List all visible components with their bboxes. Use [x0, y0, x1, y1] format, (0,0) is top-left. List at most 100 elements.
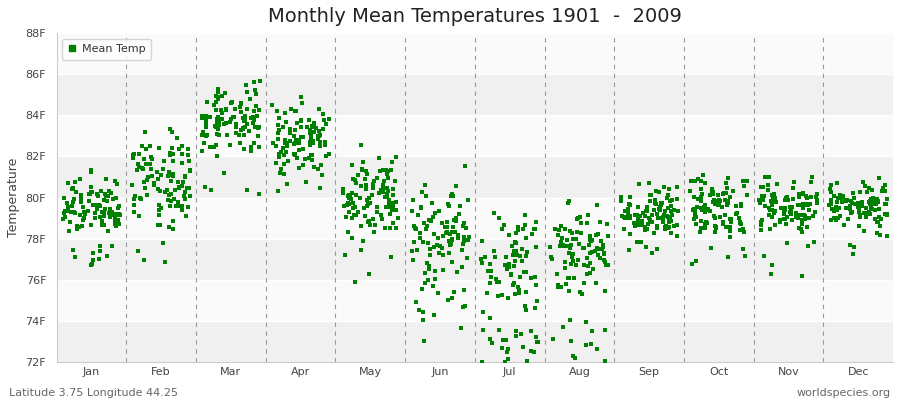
Point [876, 185, 890, 191]
Point [252, 124, 266, 130]
Point [175, 207, 189, 213]
Point [567, 275, 581, 281]
Point [104, 209, 119, 215]
Point [345, 190, 359, 197]
Point [800, 201, 814, 207]
Point [278, 110, 293, 116]
Point [490, 392, 504, 398]
Point [277, 160, 292, 167]
Point [851, 205, 866, 211]
Point [81, 208, 95, 215]
Point [405, 208, 419, 214]
Point [312, 143, 327, 150]
Point [572, 240, 586, 247]
Point [516, 344, 530, 350]
Point [341, 195, 356, 202]
Point [662, 186, 677, 192]
Point [515, 246, 529, 252]
Point [84, 189, 98, 196]
Point [234, 108, 248, 115]
Point [778, 207, 792, 214]
Point [414, 204, 428, 211]
Point [93, 203, 107, 210]
Point [175, 151, 189, 158]
Point [508, 258, 523, 264]
Bar [57, 33, 893, 74]
Point [360, 196, 374, 203]
Point [247, 140, 261, 146]
Point [382, 197, 396, 203]
Point [495, 292, 509, 298]
Point [91, 193, 105, 199]
Point [650, 223, 664, 229]
Point [370, 175, 384, 181]
Point [278, 148, 293, 155]
Point [752, 200, 767, 206]
Point [430, 235, 445, 242]
Point [698, 225, 713, 232]
Point [410, 226, 424, 232]
Point [195, 112, 210, 119]
Point [381, 188, 395, 194]
Point [561, 275, 575, 282]
Point [548, 226, 562, 232]
Point [573, 219, 588, 226]
Point [654, 202, 669, 208]
Point [716, 219, 730, 225]
Point [589, 280, 603, 286]
Point [572, 214, 587, 220]
Point [688, 210, 702, 216]
Point [199, 120, 213, 126]
Point [239, 121, 254, 128]
Point [638, 227, 652, 234]
Point [766, 198, 780, 204]
Point [516, 225, 530, 232]
Point [580, 254, 595, 261]
Point [592, 246, 607, 252]
Point [774, 205, 788, 212]
Point [878, 200, 892, 207]
Point [210, 118, 224, 125]
Point [711, 200, 725, 206]
Point [729, 203, 743, 210]
Point [84, 222, 98, 229]
Point [288, 151, 302, 158]
Point [694, 224, 708, 231]
Point [475, 359, 490, 366]
Point [217, 121, 231, 127]
Point [194, 148, 209, 154]
Point [800, 224, 814, 230]
Point [287, 151, 302, 157]
Point [528, 334, 543, 341]
Point [359, 168, 374, 175]
Point [879, 212, 894, 218]
Point [797, 202, 812, 208]
Point [753, 222, 768, 228]
Point [714, 214, 728, 220]
Point [175, 203, 189, 209]
Point [723, 194, 737, 200]
Point [570, 216, 584, 222]
Point [443, 231, 457, 237]
Point [664, 218, 679, 224]
Point [432, 242, 446, 249]
Point [373, 168, 387, 174]
Point [766, 193, 780, 200]
Point [443, 242, 457, 248]
Point [619, 208, 634, 214]
Point [734, 201, 749, 207]
Point [426, 283, 440, 290]
Point [238, 124, 252, 130]
Point [642, 215, 656, 221]
Point [415, 188, 429, 195]
Point [706, 191, 721, 198]
Point [125, 182, 140, 189]
Point [426, 214, 440, 220]
Point [288, 127, 302, 133]
Point [658, 208, 672, 214]
Point [473, 256, 488, 262]
Point [306, 138, 320, 144]
Point [318, 138, 332, 145]
Point [519, 234, 534, 241]
Point [720, 184, 734, 191]
